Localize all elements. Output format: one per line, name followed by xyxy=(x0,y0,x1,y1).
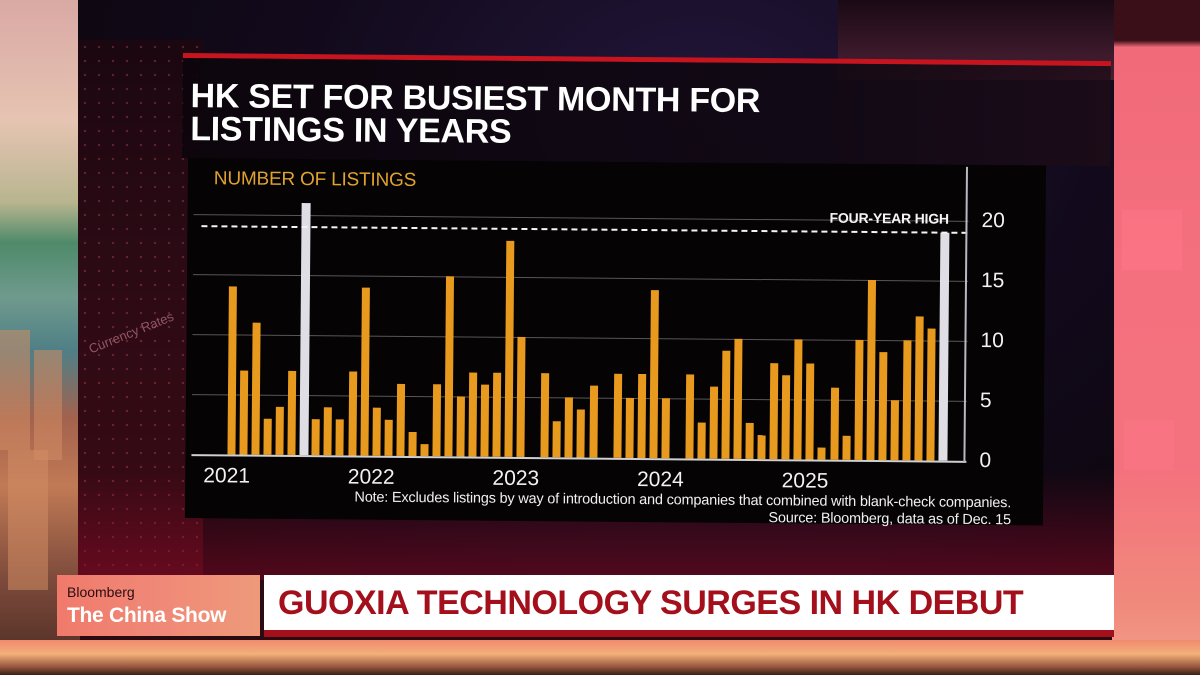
bar xyxy=(275,406,285,455)
y-tick-label: 5 xyxy=(979,388,992,413)
bar xyxy=(793,339,803,460)
bar xyxy=(335,419,345,456)
bar xyxy=(287,370,297,455)
bar xyxy=(697,422,706,459)
y-tick-label: 10 xyxy=(980,328,1004,353)
x-tick-label: 2025 xyxy=(781,469,829,493)
studio-floor xyxy=(0,640,1200,675)
bar xyxy=(685,374,695,459)
bar xyxy=(841,435,851,460)
bar xyxy=(468,372,478,457)
x-tick-label: 2024 xyxy=(636,467,684,492)
bar xyxy=(564,397,574,458)
bar xyxy=(902,340,912,461)
headline-text: GUOXIA TECHNOLOGY SURGES IN HK DEBUT xyxy=(278,584,1024,622)
bar xyxy=(420,444,429,457)
four-year-high-label: FOUR-YEAR HIGH xyxy=(829,209,949,227)
bar xyxy=(733,338,743,459)
bar xyxy=(480,384,490,457)
bar-plot: FOUR-YEAR HIGH 0 5 10 15 20 2021 2022 2023 2024… xyxy=(191,166,1005,493)
studio-background-left xyxy=(0,0,80,675)
bar xyxy=(311,419,321,456)
y-tick-label: 15 xyxy=(980,268,1005,293)
bar xyxy=(239,370,249,455)
bar xyxy=(829,387,839,460)
highlighted-bar xyxy=(299,203,311,456)
y-tick-label: 0 xyxy=(979,448,992,473)
bar xyxy=(347,371,357,456)
bar xyxy=(384,419,393,456)
chart-panel: HK SET FOR BUSIEST MONTH FOR LISTINGS IN… xyxy=(178,48,1113,576)
bar-series xyxy=(191,203,968,461)
bar xyxy=(709,386,719,459)
show-branding: Bloomberg The China Show xyxy=(57,575,260,636)
bar xyxy=(613,373,622,458)
bar xyxy=(781,375,791,460)
show-name: The China Show xyxy=(67,604,227,627)
building-shape xyxy=(34,350,62,460)
bar xyxy=(504,240,515,457)
x-tick-label: 2023 xyxy=(492,466,540,491)
bar xyxy=(625,397,634,458)
bar xyxy=(540,373,550,458)
y-tick-label: 20 xyxy=(981,208,1005,233)
bar xyxy=(914,316,924,461)
studio-background-right xyxy=(1112,0,1200,675)
bar xyxy=(372,407,381,456)
bar xyxy=(878,352,888,461)
brand-name: Bloomberg xyxy=(67,584,135,600)
bar xyxy=(263,418,272,455)
bar xyxy=(805,363,815,460)
chart-footnote: Note: Excludes listings by way of introd… xyxy=(354,490,1011,530)
bar xyxy=(817,447,826,460)
bar xyxy=(637,373,646,459)
bar xyxy=(576,409,586,458)
highlighted-bar xyxy=(938,232,950,461)
wall-tile xyxy=(1122,210,1182,270)
bar xyxy=(323,407,333,456)
bar xyxy=(661,398,670,459)
bar xyxy=(866,279,876,461)
bar xyxy=(769,363,779,460)
bar xyxy=(456,396,465,457)
x-tick-label: 2022 xyxy=(347,465,395,489)
bar xyxy=(854,339,864,460)
bar xyxy=(588,385,598,458)
bar xyxy=(926,328,936,461)
bar xyxy=(757,435,766,460)
chart-title: HK SET FOR BUSIEST MONTH FOR LISTINGS IN… xyxy=(190,77,761,151)
bar xyxy=(721,350,731,459)
x-tick-label: 2021 xyxy=(203,464,251,488)
bar xyxy=(552,421,562,458)
bar xyxy=(649,290,659,459)
bar xyxy=(745,422,754,459)
bar xyxy=(492,372,502,457)
bar xyxy=(890,400,899,461)
bar xyxy=(251,322,261,455)
bar xyxy=(444,276,454,457)
building-shape xyxy=(8,450,48,590)
bar xyxy=(408,431,417,457)
bar xyxy=(432,384,441,457)
bar xyxy=(227,286,237,455)
wall-tile xyxy=(1124,420,1174,470)
bar xyxy=(359,287,370,456)
chart-subtitle: NUMBER OF LISTINGS xyxy=(213,168,417,192)
bar xyxy=(516,336,526,457)
headline-banner: GUOXIA TECHNOLOGY SURGES IN HK DEBUT xyxy=(264,575,1114,637)
building-shape xyxy=(0,330,30,450)
bar xyxy=(396,383,405,456)
